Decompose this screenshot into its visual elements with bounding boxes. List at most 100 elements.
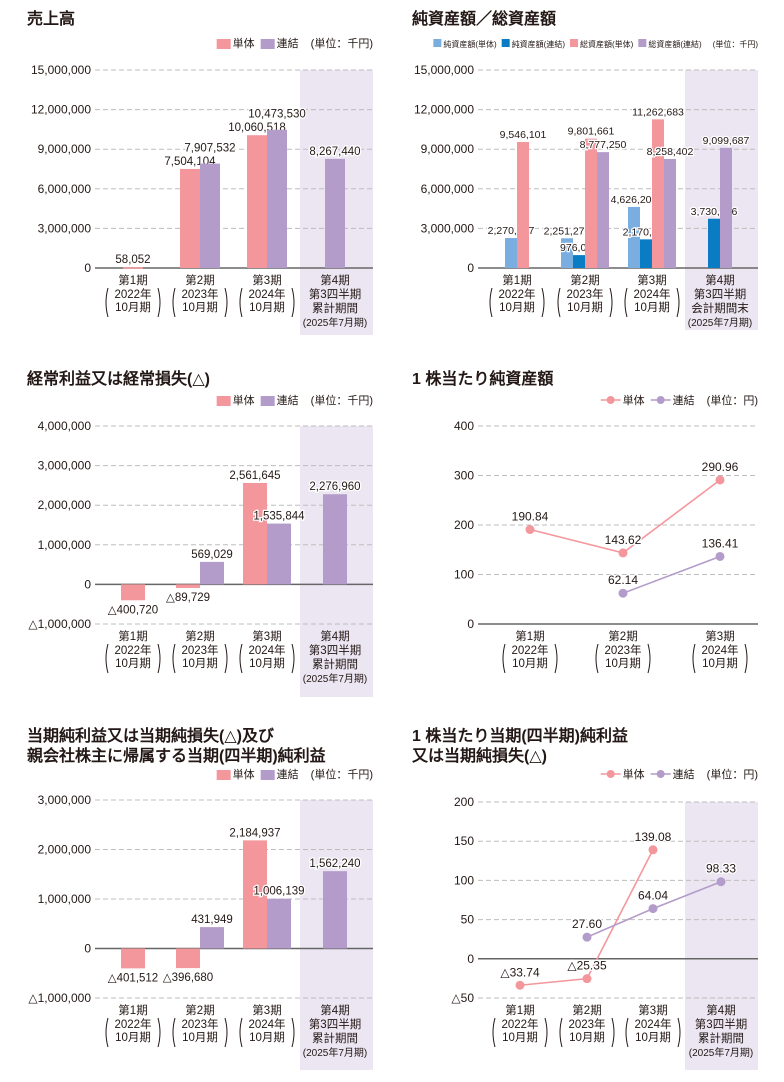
- data-label: 9,099,687: [703, 135, 750, 147]
- paren-left: [105, 643, 109, 674]
- data-label: 2,184,937: [229, 827, 280, 839]
- paren-right: [541, 287, 545, 318]
- y-tick-label: 150: [454, 834, 474, 848]
- y-tick-label: 200: [454, 795, 474, 809]
- chart-sales: 0 3,000,000 6,000,000 9,000,000 12,000,000 15…: [31, 36, 373, 335]
- data-point: [715, 551, 725, 561]
- category-label: 2023年: [604, 643, 641, 657]
- category-label: 10月期: [512, 657, 548, 670]
- bar: [200, 927, 224, 949]
- data-label: 8,777,250: [580, 139, 627, 151]
- data-label: 1,562,240: [309, 858, 360, 870]
- category-label: 累計期間: [698, 1031, 744, 1045]
- data-point: [525, 525, 535, 535]
- legend-swatch: [650, 396, 671, 404]
- category-label: 2022年: [114, 643, 151, 657]
- series-line: [622, 555, 721, 594]
- legend-swatch: [600, 770, 621, 778]
- paren-left: [172, 1017, 176, 1048]
- category-label: (2025年7月期): [688, 316, 752, 329]
- data-label: △396,680: [163, 972, 213, 984]
- category-label: 第3期: [638, 1003, 667, 1017]
- chart-title: 又は当期純損失(△): [412, 748, 547, 765]
- category-label: 第4期: [320, 629, 349, 643]
- legend: 単体 連結 (単位：千円): [216, 767, 373, 781]
- category-label: 2022年: [114, 1017, 151, 1031]
- legend-label: 純資産額(単体): [443, 39, 497, 49]
- bar: [323, 494, 347, 585]
- legend: 単体 連結 (単位：千円): [216, 393, 373, 407]
- y-tick-label: 6,000,000: [421, 182, 475, 196]
- data-label: 98.33: [706, 862, 736, 876]
- data-label: 7,907,532: [184, 143, 235, 155]
- category-label: 10月期: [115, 1031, 151, 1044]
- paren-right: [157, 1017, 161, 1048]
- paren-right: [157, 643, 161, 674]
- data-label: 11,262,683: [632, 106, 684, 118]
- paren-left: [489, 287, 493, 318]
- category-label: 2024年: [248, 643, 285, 657]
- paren-right: [677, 1017, 681, 1048]
- category-label: (2025年7月期): [303, 316, 367, 329]
- chart-title: 純資産額／総資産額: [412, 11, 557, 28]
- y-tick-label: 12,000,000: [31, 103, 91, 117]
- paren-left: [624, 287, 628, 318]
- data-label: 139.08: [635, 830, 672, 844]
- legend-swatch: [501, 39, 510, 47]
- paren-left: [239, 643, 243, 674]
- bar: [243, 840, 267, 949]
- category-label: 第2期: [185, 629, 214, 643]
- paren-right: [544, 1017, 548, 1048]
- chart-title: 売上高: [27, 11, 76, 28]
- data-point: [582, 974, 592, 984]
- chart-bps: 0100200300400第1期2022年10月期第2期2023年10月期第3期…: [454, 393, 758, 674]
- y-tick-label: 100: [454, 873, 474, 887]
- category-label: 10月期: [499, 301, 535, 314]
- bar: [585, 138, 597, 268]
- legend-label: 連結: [277, 393, 299, 407]
- paren-left: [502, 643, 506, 674]
- legend-label: 総資産額(単体): [580, 39, 634, 49]
- bar: [505, 238, 517, 268]
- chart-netincome: △1,000,000 0 1,000,000 2,000,000 3,000,000 第1…: [28, 767, 373, 1070]
- y-tick-label: 0: [84, 577, 91, 591]
- category-label: 10月期: [634, 301, 670, 314]
- legend-label: 純資産額(連結): [512, 39, 566, 49]
- y-tick-label: 4,000,000: [38, 419, 92, 433]
- paren-left: [692, 643, 696, 674]
- chart-title: 1 株当たり当期(四半期)純利益: [412, 728, 629, 745]
- data-label: 8,258,402: [647, 146, 694, 158]
- category-label: 2023年: [566, 287, 603, 301]
- bar: [720, 147, 732, 268]
- category-label: 第1期: [118, 629, 147, 643]
- category-label: 2022年: [511, 643, 548, 657]
- paren-right: [611, 1017, 615, 1048]
- y-tick-label: △1,000,000: [28, 991, 91, 1005]
- paren-right: [744, 643, 748, 674]
- category-label: 2023年: [181, 643, 218, 657]
- legend: 単体 連結 (単位：千円): [216, 36, 373, 50]
- legend: 単体 連結 (単位：円): [600, 767, 758, 781]
- category-label: 2023年: [181, 1017, 218, 1031]
- bar: [597, 152, 609, 268]
- category-label: 10月期: [567, 301, 603, 314]
- paren-right: [609, 287, 613, 318]
- bar: [561, 238, 573, 268]
- unit-label: (単位：千円): [713, 39, 759, 49]
- category-label: 第3期: [637, 273, 666, 287]
- data-label: 190.84: [512, 510, 549, 524]
- paren-left: [239, 1017, 243, 1048]
- y-tick-label: 0: [84, 261, 91, 275]
- category-label: 第3四半期: [309, 1017, 361, 1031]
- category-label: 累計期間: [312, 657, 358, 671]
- bar: [325, 158, 345, 268]
- bar: [247, 135, 267, 268]
- category-label: 第3四半期: [694, 287, 746, 301]
- legend-label: 単体: [233, 767, 255, 781]
- paren-right: [554, 643, 558, 674]
- bar: [323, 871, 347, 949]
- data-label: 290.96: [702, 460, 739, 474]
- bar: [267, 129, 287, 268]
- category-label: 10月期: [502, 1031, 538, 1044]
